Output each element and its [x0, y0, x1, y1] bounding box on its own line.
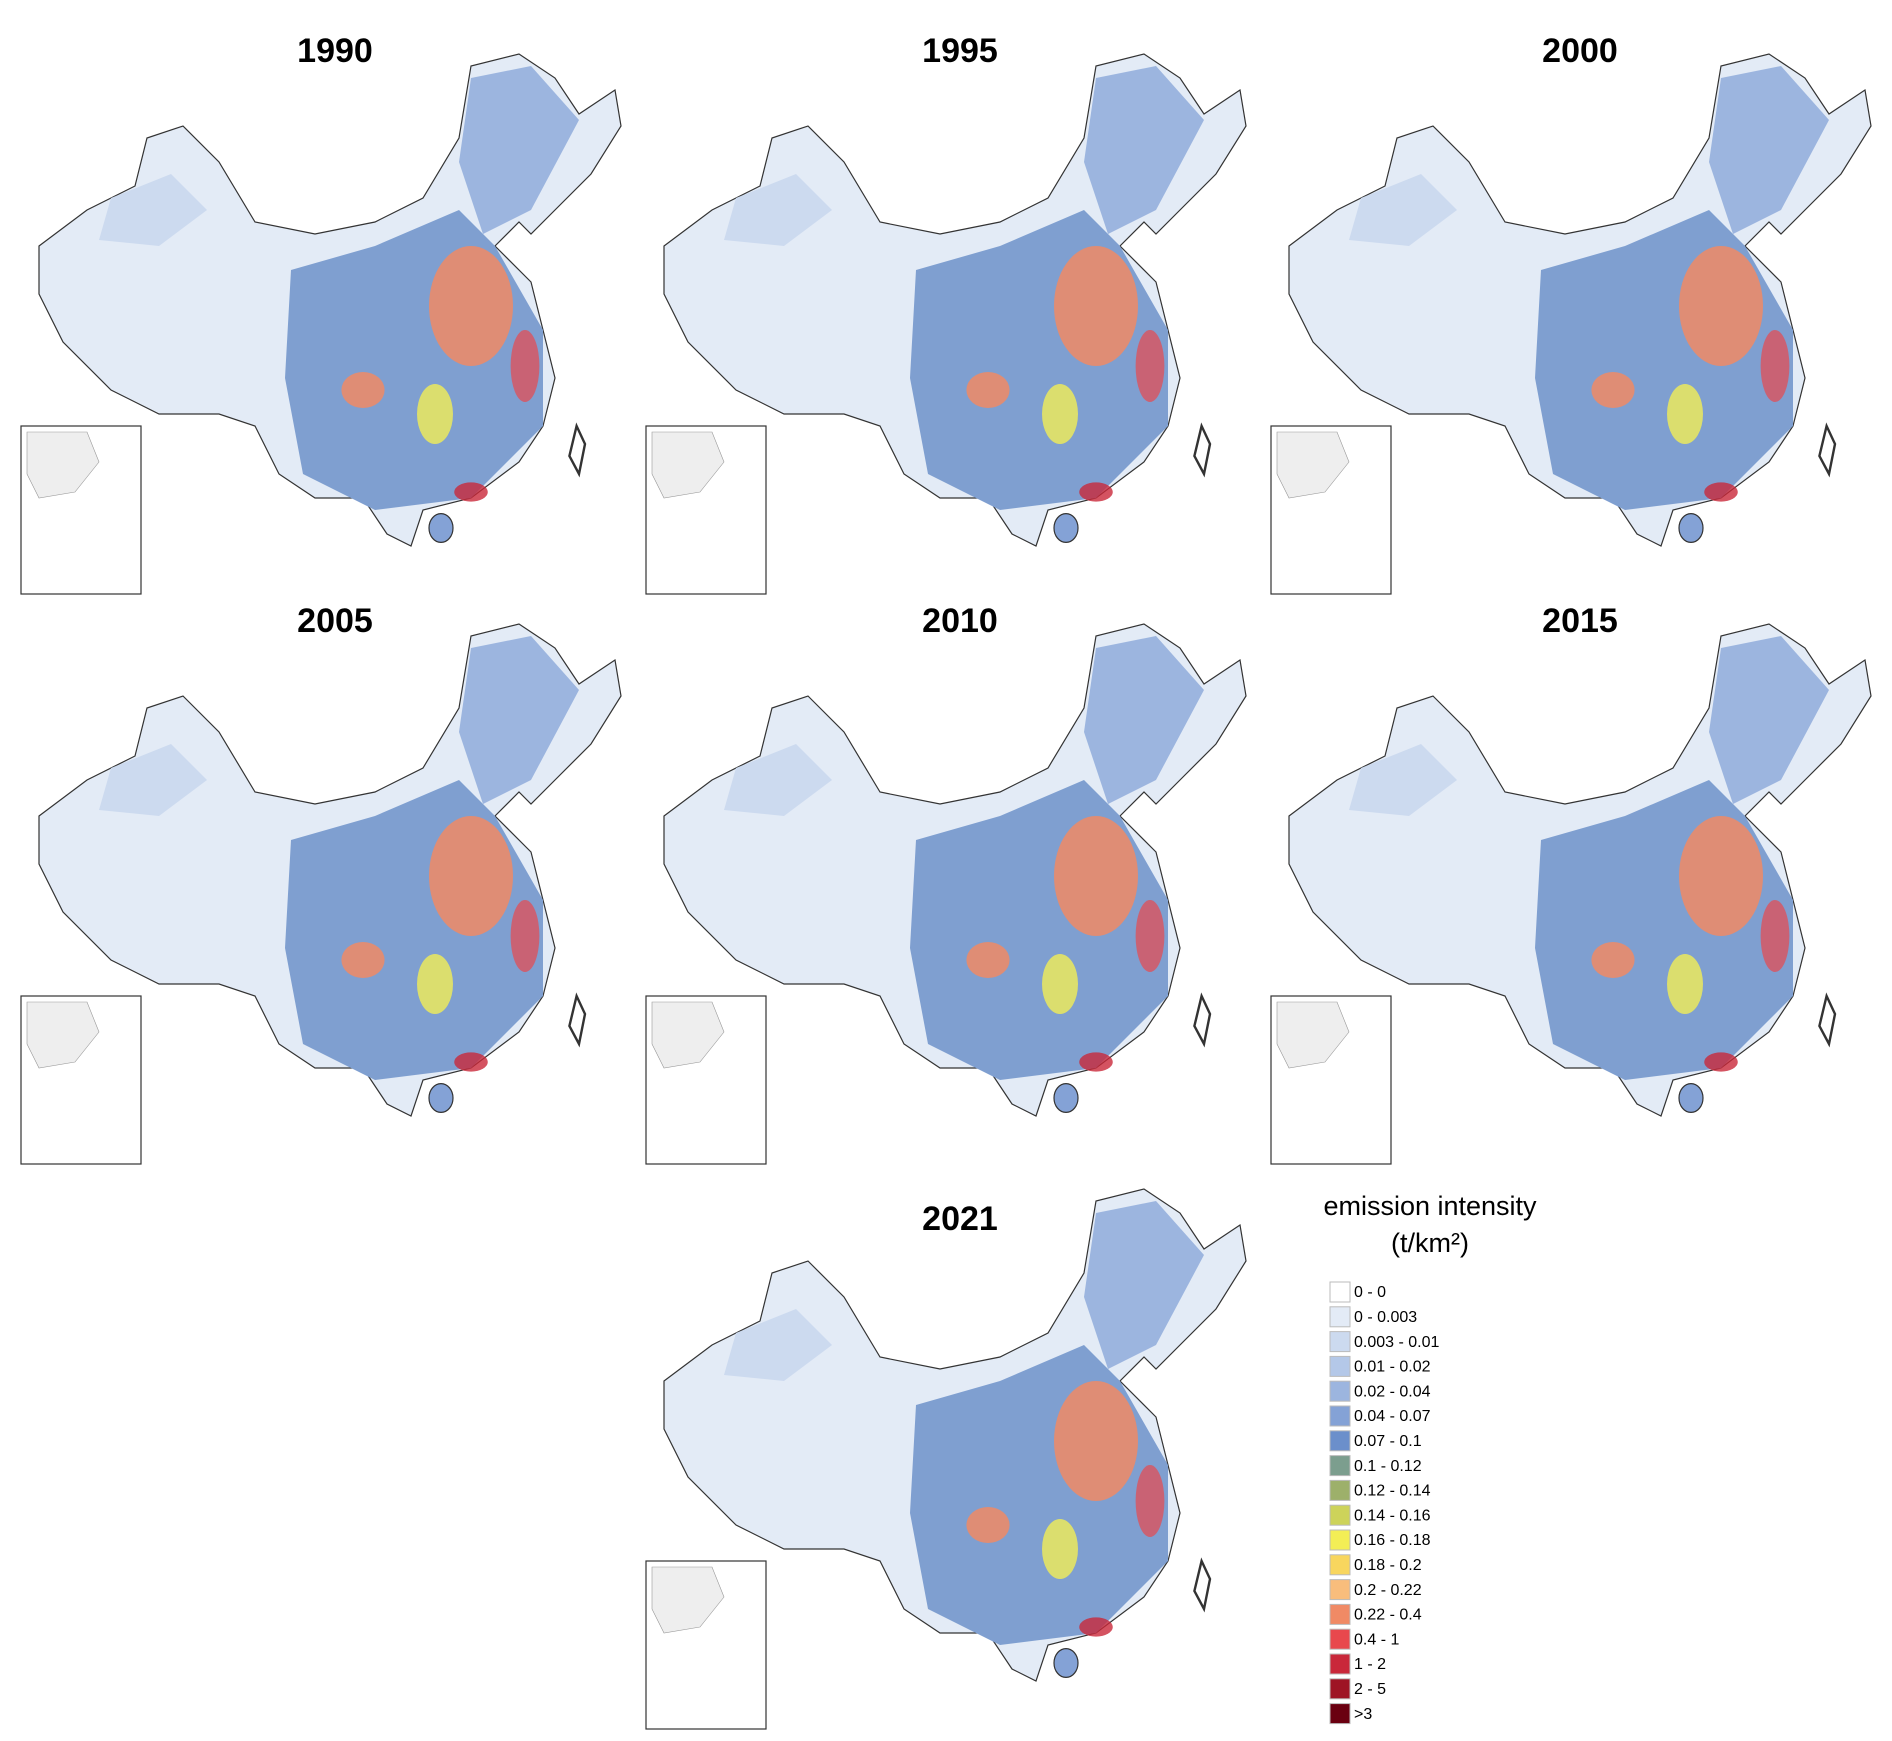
map [644, 52, 1248, 596]
legend-label: 0.14 - 0.16 [1354, 1507, 1431, 1524]
legend-swatch [1329, 1678, 1351, 1700]
legend-swatch [1329, 1479, 1351, 1501]
legend-swatch [1329, 1281, 1351, 1303]
legend-label: 0.12 - 0.14 [1354, 1483, 1431, 1500]
panel-title: 2021 [922, 1200, 998, 1238]
legend-swatch [1329, 1380, 1351, 1402]
map [1269, 622, 1873, 1166]
panel-title: 2005 [297, 602, 373, 640]
legend-swatch [1329, 1554, 1351, 1576]
legend-swatch [1329, 1405, 1351, 1427]
map-panel: 1990 [19, 32, 623, 596]
legend-swatch [1329, 1430, 1351, 1452]
legend-label: 0 - 0 [1354, 1284, 1386, 1301]
legend-label: 0 - 0.003 [1354, 1309, 1417, 1326]
legend-swatch [1329, 1628, 1351, 1650]
legend-label: 0.1 - 0.12 [1354, 1458, 1422, 1475]
legend-swatch [1329, 1504, 1351, 1526]
legend-label: >3 [1354, 1706, 1372, 1723]
legend-label: 0.01 - 0.02 [1354, 1359, 1431, 1376]
panel-title: 2015 [1542, 602, 1618, 640]
legend: emission intensity (t/km²) 0 - 0 0 - 0.00… [1323, 1191, 1537, 1725]
legend-label: 0.04 - 0.07 [1354, 1408, 1431, 1425]
legend-label: 0.07 - 0.1 [1354, 1433, 1422, 1450]
legend-label: 0.4 - 1 [1354, 1631, 1399, 1648]
legend-label: 0.02 - 0.04 [1354, 1383, 1431, 1400]
legend-title: emission intensity [1323, 1191, 1537, 1221]
panel-title: 1995 [922, 32, 998, 70]
map-panel: 2021 [644, 1187, 1248, 1731]
legend-label: 0.003 - 0.01 [1354, 1334, 1440, 1351]
map-panel: 2010 [644, 602, 1248, 1166]
map [644, 1187, 1248, 1731]
legend-label: 0.16 - 0.18 [1354, 1532, 1431, 1549]
map-panel: 2015 [1269, 602, 1873, 1166]
legend-swatch [1329, 1703, 1351, 1725]
map [19, 52, 623, 596]
map-panel: 1995 [644, 32, 1248, 596]
legend-swatch [1329, 1603, 1351, 1625]
legend-label: 0.18 - 0.2 [1354, 1557, 1422, 1574]
map [644, 622, 1248, 1166]
legend-label: 1 - 2 [1354, 1656, 1386, 1673]
legend-label: 0.22 - 0.4 [1354, 1607, 1422, 1624]
legend-swatch [1329, 1355, 1351, 1377]
legend-unit: (t/km²) [1391, 1228, 1469, 1258]
legend-label: 0.2 - 0.22 [1354, 1582, 1422, 1599]
legend-swatch [1329, 1331, 1351, 1353]
legend-swatch [1329, 1579, 1351, 1601]
legend-label: 2 - 5 [1354, 1681, 1386, 1698]
map-panel: 2000 [1269, 32, 1873, 596]
panel-title: 2000 [1542, 32, 1618, 70]
legend-swatch [1329, 1455, 1351, 1477]
map [19, 622, 623, 1166]
legend-swatch [1329, 1529, 1351, 1551]
map-panel: 2005 [19, 602, 623, 1166]
legend-swatch [1329, 1306, 1351, 1328]
panel-title: 2010 [922, 602, 998, 640]
map [1269, 52, 1873, 596]
panel-title: 1990 [297, 32, 373, 70]
legend-swatch [1329, 1653, 1351, 1675]
